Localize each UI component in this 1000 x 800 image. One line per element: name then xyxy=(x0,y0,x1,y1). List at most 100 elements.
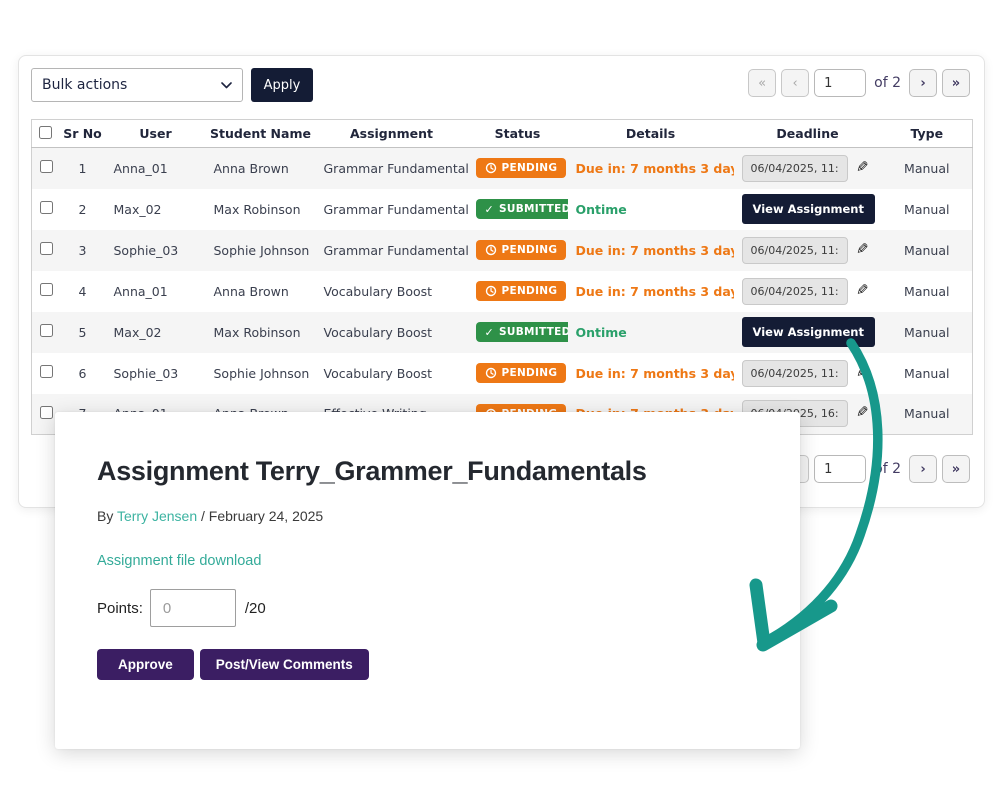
row-checkbox[interactable] xyxy=(40,160,53,174)
check-icon: ✓ xyxy=(484,325,495,339)
points-max-label: /20 xyxy=(244,599,266,617)
author-link[interactable]: Terry Jensen xyxy=(116,508,198,524)
clock-icon xyxy=(485,163,496,174)
select-all-checkbox[interactable] xyxy=(39,125,53,139)
column-header-details: Details xyxy=(567,119,734,148)
cell-assignment: Grammar Fundamentals xyxy=(315,188,468,230)
first-page-button[interactable]: « xyxy=(748,69,777,97)
last-page-button[interactable]: » xyxy=(942,455,970,483)
card-title: Assignment Terry_Grammer_Fundamentals xyxy=(97,456,647,486)
cell-sr: 5 xyxy=(59,311,106,353)
cell-assignment: Grammar Fundamentals xyxy=(315,229,468,271)
cell-assignment: Grammar Fundamentals xyxy=(315,147,468,189)
row-checkbox[interactable] xyxy=(40,283,53,296)
bulk-actions-bar: Bulk actions Apply xyxy=(31,68,313,102)
edit-pencil-icon[interactable]: ✎ xyxy=(855,362,869,381)
column-header-status: Status xyxy=(467,119,568,148)
page-count-label: of 2 xyxy=(874,75,901,91)
cell-type: Manual xyxy=(881,270,973,312)
post-view-comments-button[interactable]: Post/View Comments xyxy=(199,649,369,680)
deadline-input[interactable] xyxy=(741,236,848,264)
cell-type: Manual xyxy=(881,352,973,394)
bulk-actions-selected-value: Bulk actions xyxy=(42,77,128,93)
cell-type: Manual xyxy=(881,188,973,230)
card-actions: Approve Post/View Comments xyxy=(97,649,800,680)
column-header-user: User xyxy=(105,119,206,148)
cell-type: Manual xyxy=(881,229,973,271)
cell-student: Max Robinson xyxy=(205,188,316,230)
column-header-assignment: Assignment xyxy=(315,119,468,148)
table-header-row: Sr No User Student Name Assignment Statu… xyxy=(31,119,973,148)
edit-pencil-icon[interactable]: ✎ xyxy=(855,239,869,258)
next-page-button[interactable]: › xyxy=(909,69,937,97)
chevron-down-icon xyxy=(221,77,232,93)
row-checkbox[interactable] xyxy=(40,405,53,419)
cell-assignment: Vocabulary Boost xyxy=(315,311,468,353)
last-page-button[interactable]: » xyxy=(942,69,970,97)
status-badge: PENDING xyxy=(475,363,567,383)
cell-user: Max_02 xyxy=(105,311,206,353)
next-page-button[interactable]: › xyxy=(909,455,937,483)
apply-button[interactable]: Apply xyxy=(251,68,313,102)
row-checkbox[interactable] xyxy=(40,365,53,378)
cell-student: Sophie Johnson xyxy=(205,229,316,271)
row-checkbox[interactable] xyxy=(40,324,53,337)
deadline-input[interactable] xyxy=(741,277,848,305)
byline-date: / February 24, 2025 xyxy=(197,508,324,524)
page-input[interactable] xyxy=(814,69,867,97)
cell-user: Max_02 xyxy=(105,188,206,230)
clock-icon xyxy=(485,367,496,379)
cell-sr: 4 xyxy=(59,270,106,312)
status-badge: ✓ SUBMITTED xyxy=(475,199,568,219)
cell-sr: 6 xyxy=(59,352,106,394)
cell-student: Max Robinson xyxy=(205,311,316,353)
status-badge: PENDING xyxy=(475,240,567,260)
cell-type: Manual xyxy=(881,311,973,353)
table-row: 4 Anna_01 Anna Brown Vocabulary Boost PE… xyxy=(31,270,973,312)
page-input[interactable] xyxy=(814,455,867,483)
column-header-type: Type xyxy=(881,119,973,148)
view-assignment-button[interactable]: View Assignment xyxy=(741,317,875,347)
column-header-student: Student Name xyxy=(205,119,316,148)
cell-assignment: Vocabulary Boost xyxy=(315,270,468,312)
page-count-label: of 2 xyxy=(874,461,901,477)
table-row: 3 Sophie_03 Sophie Johnson Grammar Funda… xyxy=(31,229,973,271)
table-row: 5 Max_02 Max Robinson Vocabulary Boost ✓… xyxy=(31,311,973,353)
status-badge: PENDING xyxy=(475,158,567,179)
row-checkbox[interactable] xyxy=(40,201,53,214)
file-download-link[interactable]: Assignment file download xyxy=(97,553,262,569)
status-badge: ✓ SUBMITTED xyxy=(475,322,568,342)
cell-student: Anna Brown xyxy=(205,270,316,312)
prev-page-button[interactable]: ‹ xyxy=(781,69,810,97)
clock-icon xyxy=(485,285,496,297)
cell-sr: 1 xyxy=(59,147,106,189)
details-text: Due in: 7 months 3 days xyxy=(575,160,734,176)
column-header-sr: Sr No xyxy=(59,119,106,148)
points-input[interactable] xyxy=(149,589,236,627)
edit-pencil-icon[interactable]: ✎ xyxy=(855,280,869,299)
details-text: Due in: 7 months 3 days xyxy=(575,283,734,299)
edit-pencil-icon[interactable]: ✎ xyxy=(855,157,869,176)
cell-sr: 2 xyxy=(59,188,106,230)
edit-pencil-icon[interactable]: ✎ xyxy=(855,403,869,422)
assignment-card: Assignment Terry_Grammer_Fundamentals By… xyxy=(55,412,800,749)
check-icon: ✓ xyxy=(484,202,495,216)
points-row: Points: /20 xyxy=(97,589,800,627)
cell-type: Manual xyxy=(881,393,973,435)
deadline-input[interactable] xyxy=(741,154,848,182)
view-assignment-button[interactable]: View Assignment xyxy=(741,194,875,224)
cell-user: Anna_01 xyxy=(105,147,206,189)
pagination-top: « ‹ of 2 › » xyxy=(748,69,970,97)
deadline-input[interactable] xyxy=(741,359,848,387)
approve-button[interactable]: Approve xyxy=(97,649,194,680)
points-label: Points: xyxy=(97,599,143,617)
bulk-actions-select[interactable]: Bulk actions xyxy=(31,68,243,102)
cell-user: Sophie_03 xyxy=(105,229,206,271)
cell-student: Anna Brown xyxy=(205,147,316,189)
row-checkbox[interactable] xyxy=(40,242,53,255)
cell-user: Anna_01 xyxy=(105,270,206,312)
table-row: 1 Anna_01 Anna Brown Grammar Fundamental… xyxy=(31,147,973,189)
clock-icon xyxy=(485,244,496,256)
cell-type: Manual xyxy=(881,147,973,189)
